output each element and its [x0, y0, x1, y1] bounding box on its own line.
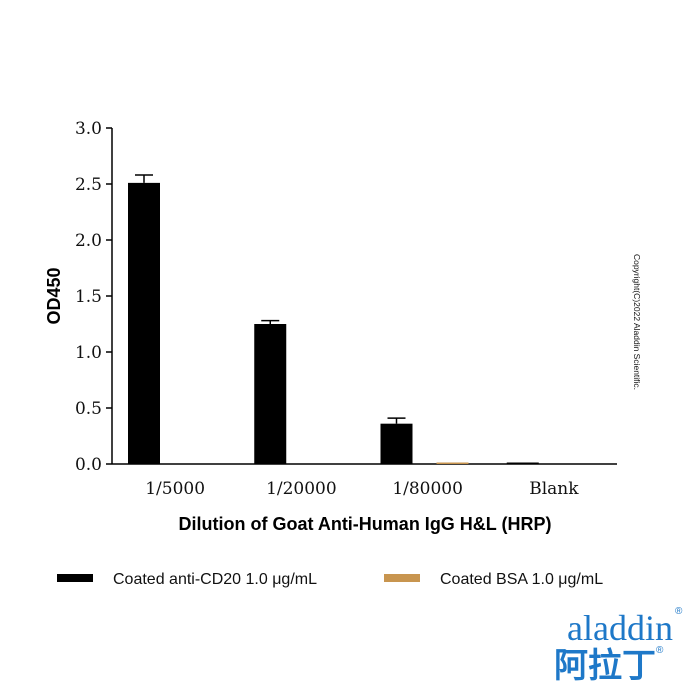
x-axis-title: Dilution of Goat Anti-Human IgG H&L (HRP… [179, 514, 552, 534]
y-tick-label: 0.0 [75, 455, 102, 475]
copyright-text: Copyright(C)2022 Aladdin Scientific. [632, 254, 642, 390]
x-axis: 1/5000 1/20000 1/80000 Blank [112, 463, 617, 499]
logo-cjk-text: 阿拉丁 [554, 646, 656, 686]
y-tick-label: 1.0 [75, 343, 102, 363]
x-tick-label: Blank [529, 479, 579, 499]
bar-bsa [436, 462, 469, 464]
logo-latin-text: aladdin [567, 608, 673, 648]
y-axis-title: OD450 [44, 267, 64, 324]
bar-anti-cd20 [380, 423, 413, 464]
bar-anti-cd20 [506, 462, 539, 464]
bar-anti-cd20 [254, 324, 287, 464]
y-axis: 0.0 0.5 1.0 1.5 2.0 2.5 3.0 [75, 119, 113, 475]
legend-label-series-2: Coated BSA 1.0 μg/mL [440, 571, 603, 588]
legend: Coated anti-CD20 1.0 μg/mL Coated BSA 1.… [57, 571, 603, 588]
x-tick-label: 1/20000 [266, 479, 337, 499]
x-tick-label: 1/5000 [145, 479, 205, 499]
bar-anti-cd20 [128, 182, 160, 464]
y-tick-label: 0.5 [75, 399, 102, 419]
logo-registered-mark-2: ® [656, 645, 664, 656]
y-tick-label: 2.5 [75, 175, 102, 195]
aladdin-logo: aladdin ® 阿拉丁 ® [554, 606, 683, 686]
bars-group [128, 174, 539, 464]
y-tick-label: 3.0 [75, 119, 102, 139]
y-tick-label: 2.0 [75, 231, 102, 251]
logo-registered-mark-1: ® [675, 606, 683, 617]
y-tick-label: 1.5 [75, 287, 102, 307]
legend-label-series-1: Coated anti-CD20 1.0 μg/mL [113, 571, 317, 588]
x-tick-label: 1/80000 [392, 479, 463, 499]
legend-swatch-series-1 [57, 574, 93, 582]
legend-swatch-series-2 [384, 574, 420, 582]
